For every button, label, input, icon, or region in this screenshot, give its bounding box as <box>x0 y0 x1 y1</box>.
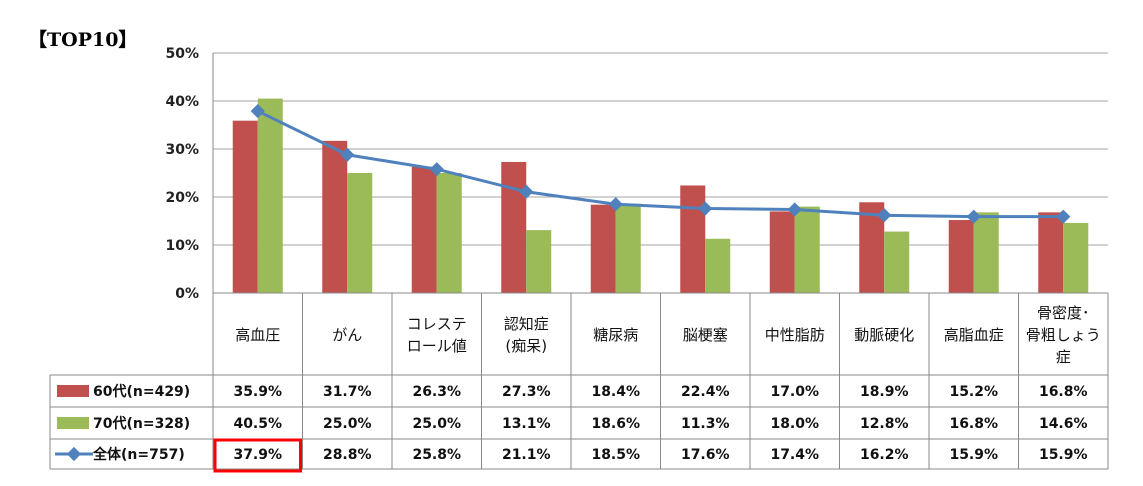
data-label: 18.9% <box>860 384 909 400</box>
data-label: 16.8% <box>1039 384 1088 400</box>
legend-label: 全体(n=757) <box>92 446 185 463</box>
bar-60s <box>680 185 706 293</box>
data-label: 16.8% <box>949 416 998 432</box>
bar-70s <box>436 173 462 293</box>
category-label: 糖尿病 <box>593 326 638 344</box>
y-tick-label: 20% <box>165 190 199 206</box>
line-marker <box>429 162 444 177</box>
data-label: 15.9% <box>1039 447 1088 463</box>
bar-60s <box>590 204 616 293</box>
data-label: 18.5% <box>591 447 640 463</box>
bar-70s <box>884 231 910 293</box>
data-label: 15.2% <box>949 384 998 400</box>
category-label: がん <box>332 326 362 344</box>
legend-swatch <box>57 385 89 397</box>
y-tick-label: 50% <box>165 46 199 62</box>
category-label: 認知症 <box>504 315 549 333</box>
category-label: 症 <box>1056 348 1071 366</box>
data-label: 31.7% <box>323 384 372 400</box>
bar-60s <box>948 220 974 293</box>
data-label: 13.1% <box>502 416 551 432</box>
line-marker <box>340 147 355 162</box>
category-label: 高脂血症 <box>944 326 1004 344</box>
bar-60s <box>501 161 527 293</box>
data-label: 37.9% <box>233 447 282 463</box>
y-tick-label: 0% <box>175 286 199 302</box>
y-tick-label: 40% <box>165 94 199 110</box>
bar-70s <box>794 206 820 293</box>
category-label: 骨密度･ <box>1037 304 1090 322</box>
y-tick-label: 10% <box>165 238 199 254</box>
bar-60s <box>322 140 348 293</box>
data-label: 28.8% <box>323 447 372 463</box>
bar-70s <box>257 98 283 293</box>
legend-swatch <box>57 417 89 429</box>
data-label: 14.6% <box>1039 416 1088 432</box>
bar-70s <box>705 238 731 293</box>
bar-60s <box>232 120 258 294</box>
legend-label: 70代(n=328) <box>93 415 190 432</box>
y-tick-label: 30% <box>165 142 199 158</box>
data-label: 22.4% <box>681 384 730 400</box>
chart-title: 【TOP10】 <box>28 28 137 51</box>
data-label: 18.6% <box>591 416 640 432</box>
data-label: 17.6% <box>681 447 730 463</box>
data-label: 25.0% <box>323 416 372 432</box>
bar-60s <box>411 166 437 293</box>
line-marker <box>877 208 892 223</box>
category-label: コレステ <box>407 315 467 333</box>
category-label: 骨粗しょう <box>1026 326 1101 344</box>
line-total <box>257 109 1064 219</box>
bar-70s <box>615 203 641 293</box>
legend-label: 60代(n=429) <box>93 383 190 400</box>
data-label: 25.8% <box>412 447 461 463</box>
highlight-box <box>213 438 302 473</box>
data-label: 21.1% <box>502 447 551 463</box>
legend-marker <box>66 446 82 462</box>
line-marker <box>698 201 713 216</box>
data-label: 16.2% <box>860 447 909 463</box>
data-label: 15.9% <box>949 447 998 463</box>
data-label: 26.3% <box>412 384 461 400</box>
data-label: 25.0% <box>412 416 461 432</box>
bar-70s <box>526 230 552 293</box>
data-label: 18.4% <box>591 384 640 400</box>
data-label: 12.8% <box>860 416 909 432</box>
data-label: 17.0% <box>770 384 819 400</box>
line-marker <box>519 184 534 199</box>
data-label: 18.0% <box>770 416 819 432</box>
category-label: 高血圧 <box>235 326 280 344</box>
bar-70s <box>347 173 373 293</box>
category-label: ロール値 <box>407 337 467 355</box>
data-label: 17.4% <box>770 447 819 463</box>
line-marker <box>787 202 802 217</box>
line-marker <box>608 197 623 212</box>
data-label: 40.5% <box>233 416 282 432</box>
bar-70s <box>973 212 999 293</box>
category-label: 中性脂肪 <box>765 326 825 344</box>
data-label: 27.3% <box>502 384 551 400</box>
line-marker <box>966 209 981 224</box>
data-label: 35.9% <box>233 384 282 400</box>
category-label: 脳梗塞 <box>683 326 728 344</box>
bar-60s <box>769 211 795 293</box>
data-label: 11.3% <box>681 416 730 432</box>
bar-60s <box>1038 212 1064 293</box>
line-marker <box>1056 209 1071 224</box>
category-label: 動脈硬化 <box>854 326 914 344</box>
category-label: (痴呆) <box>505 337 547 355</box>
bar-70s <box>1063 222 1089 293</box>
